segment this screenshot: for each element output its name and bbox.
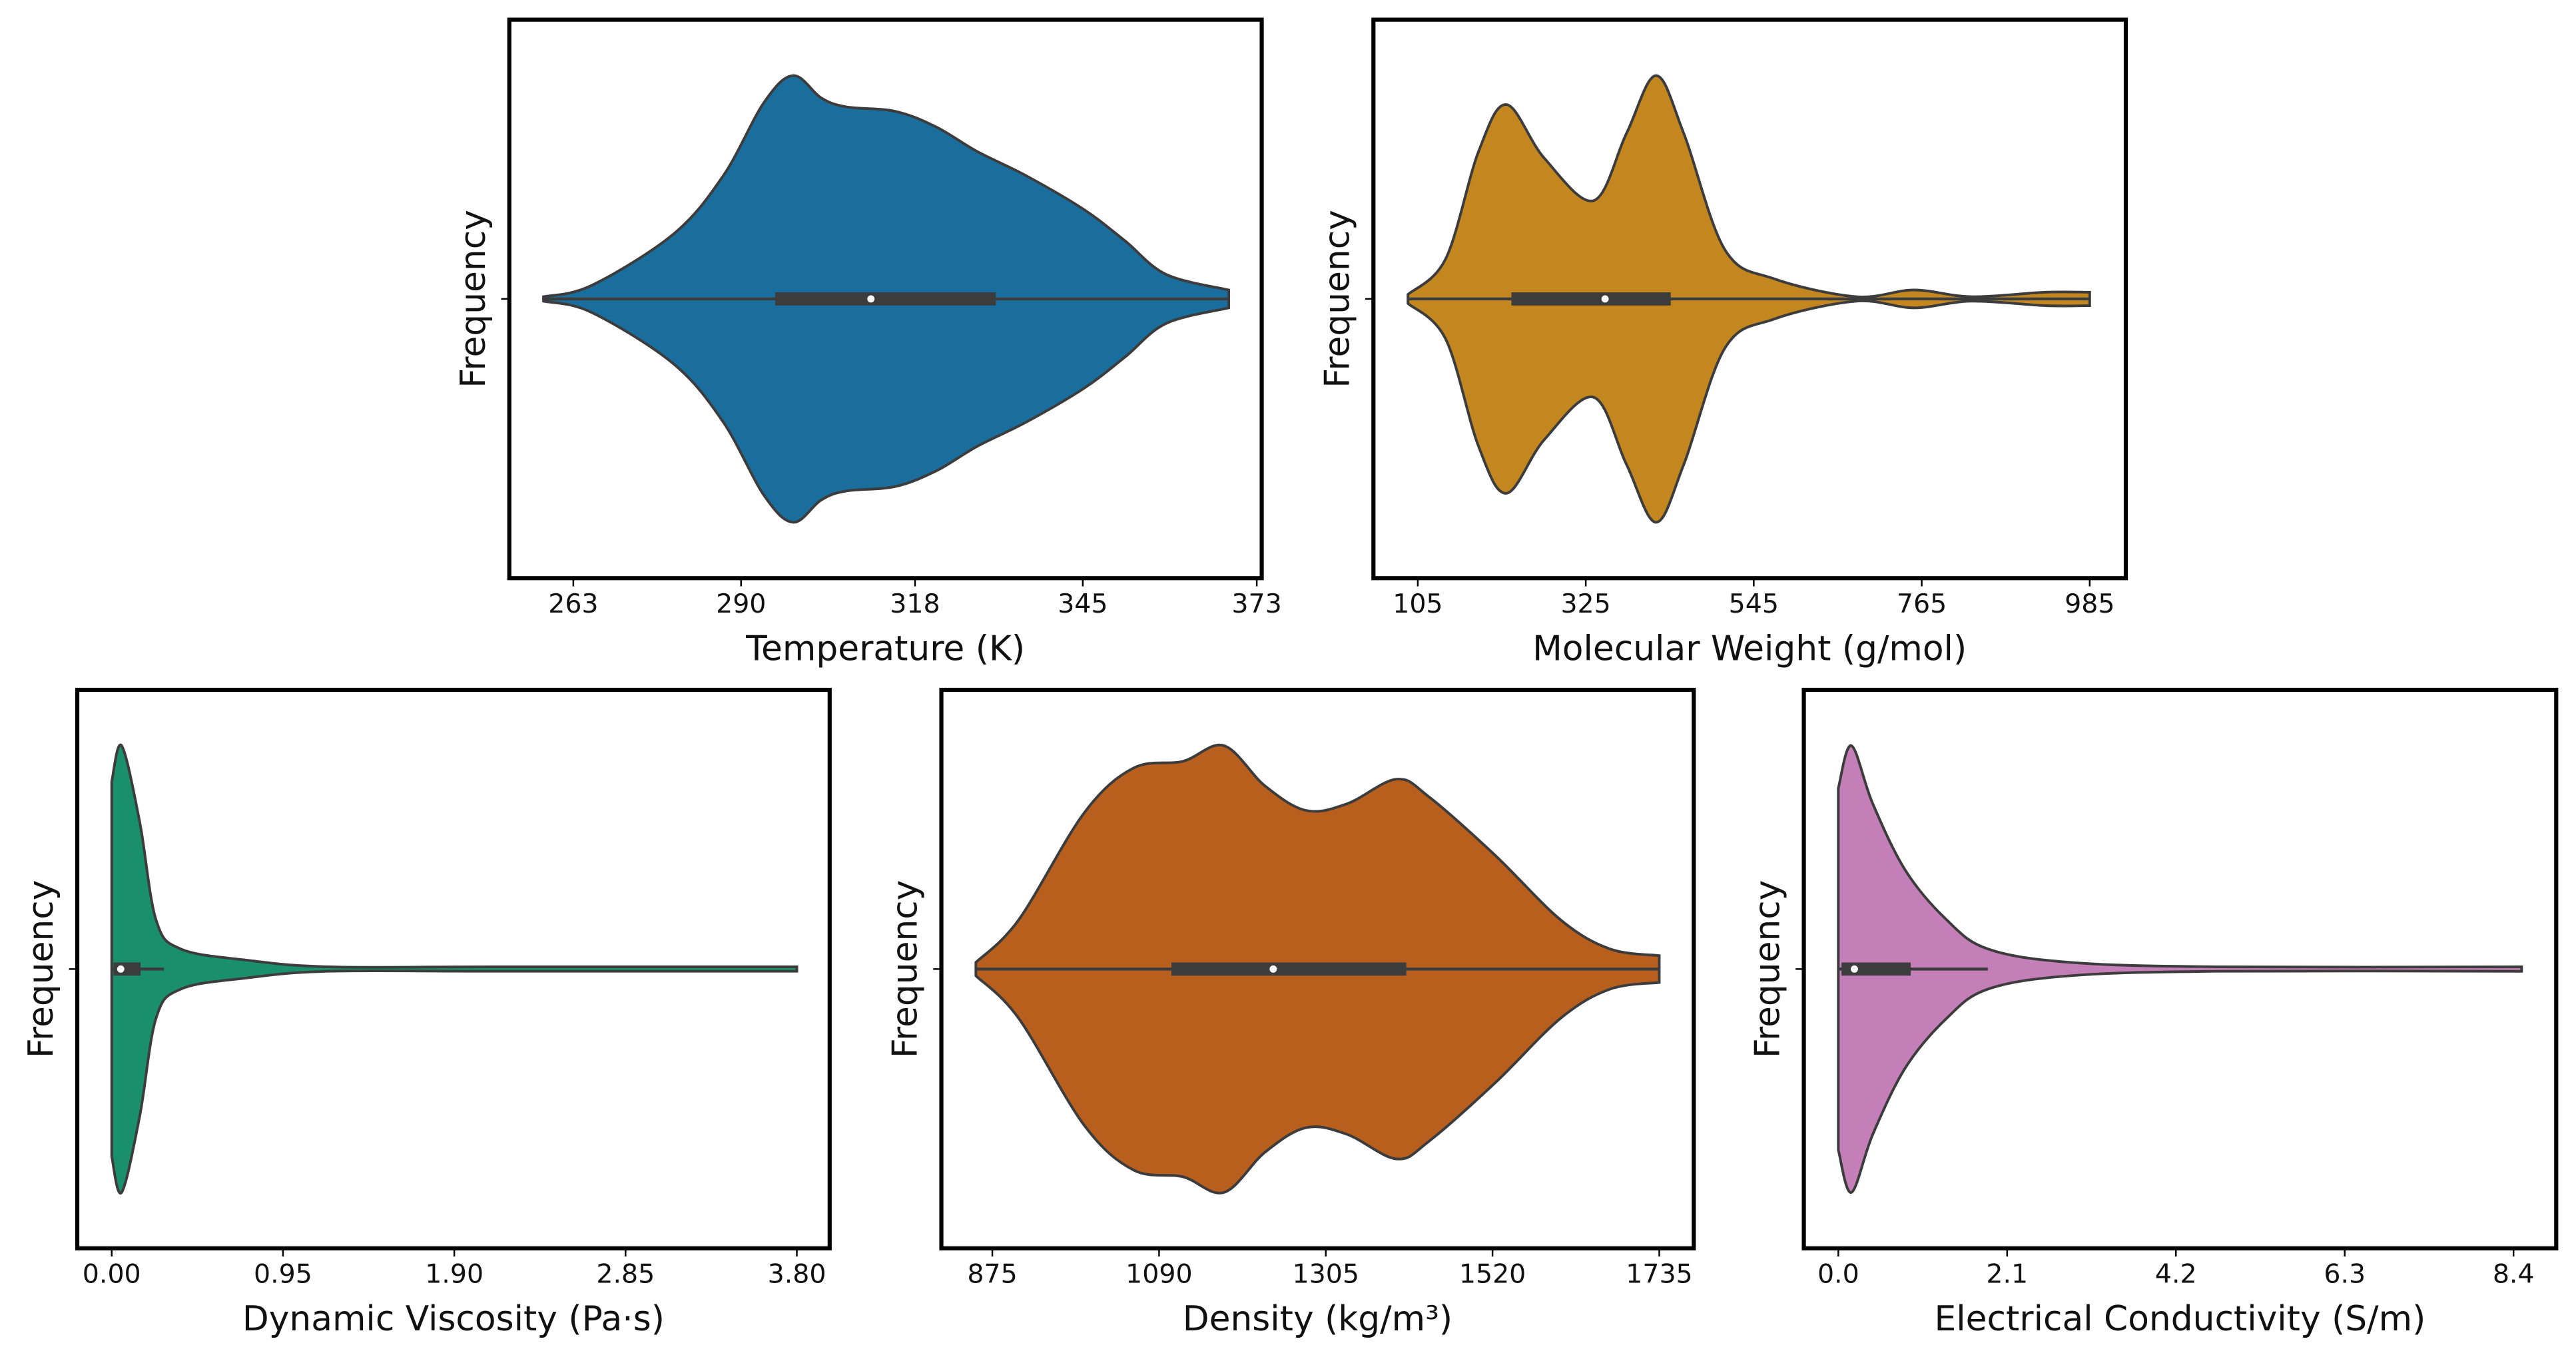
x-tick-label: 1.90 xyxy=(425,1258,483,1289)
median xyxy=(1851,965,1858,973)
x-tick-label: 263 xyxy=(548,589,598,619)
y-axis-label: Frequency xyxy=(454,210,493,388)
x-tick-label: 1735 xyxy=(1626,1258,1692,1289)
y-axis-label: Frequency xyxy=(886,880,926,1059)
x-tick-label: 105 xyxy=(1393,589,1443,619)
x-tick-label: 6.3 xyxy=(2324,1258,2366,1289)
violin-body xyxy=(110,743,799,1195)
x-tick-label: 875 xyxy=(967,1258,1017,1289)
x-tick-label: 290 xyxy=(716,589,766,619)
x-axis-label: Density (kg/m³) xyxy=(1183,1299,1452,1339)
x-tick-label: 345 xyxy=(1058,589,1108,619)
y-axis-label: Frequency xyxy=(1317,210,1357,388)
x-tick-label: 325 xyxy=(1560,589,1610,619)
iqr-box xyxy=(1511,292,1671,306)
median xyxy=(117,965,125,973)
x-tick-label: 0.0 xyxy=(1817,1258,1859,1289)
x-tick-label: 3.80 xyxy=(768,1258,826,1289)
x-tick-label: 373 xyxy=(1231,589,1281,619)
x-axis-label: Molecular Weight (g/mol) xyxy=(1532,629,1967,669)
x-tick-label: 765 xyxy=(1897,589,1947,619)
iqr-box xyxy=(1171,962,1407,976)
x-axis-label: Dynamic Viscosity (Pa·s) xyxy=(242,1299,665,1339)
y-axis-label: Frequency xyxy=(21,880,61,1059)
y-axis-label: Frequency xyxy=(1748,880,1788,1059)
x-tick-label: 8.4 xyxy=(2493,1258,2535,1289)
x-tick-label: 2.85 xyxy=(596,1258,655,1289)
x-axis-label: Temperature (K) xyxy=(745,629,1025,669)
median xyxy=(1269,965,1277,973)
violin-body xyxy=(1837,744,2523,1194)
x-axis-label: Electrical Conductivity (S/m) xyxy=(1935,1299,2426,1339)
iqr-box xyxy=(1841,962,1911,976)
x-tick-label: 2.1 xyxy=(1986,1258,2028,1289)
x-tick-label: 1090 xyxy=(1126,1258,1192,1289)
x-tick-label: 1305 xyxy=(1293,1258,1359,1289)
x-tick-label: 318 xyxy=(890,589,940,619)
median xyxy=(867,295,875,303)
x-tick-label: 0.95 xyxy=(254,1258,312,1289)
iqr-box xyxy=(775,292,996,306)
x-tick-label: 985 xyxy=(2065,589,2114,619)
x-tick-label: 0.00 xyxy=(83,1258,141,1289)
x-tick-label: 4.2 xyxy=(2155,1258,2197,1289)
x-tick-label: 1520 xyxy=(1459,1258,1526,1289)
median xyxy=(1601,295,1609,303)
x-tick-label: 545 xyxy=(1729,589,1779,619)
